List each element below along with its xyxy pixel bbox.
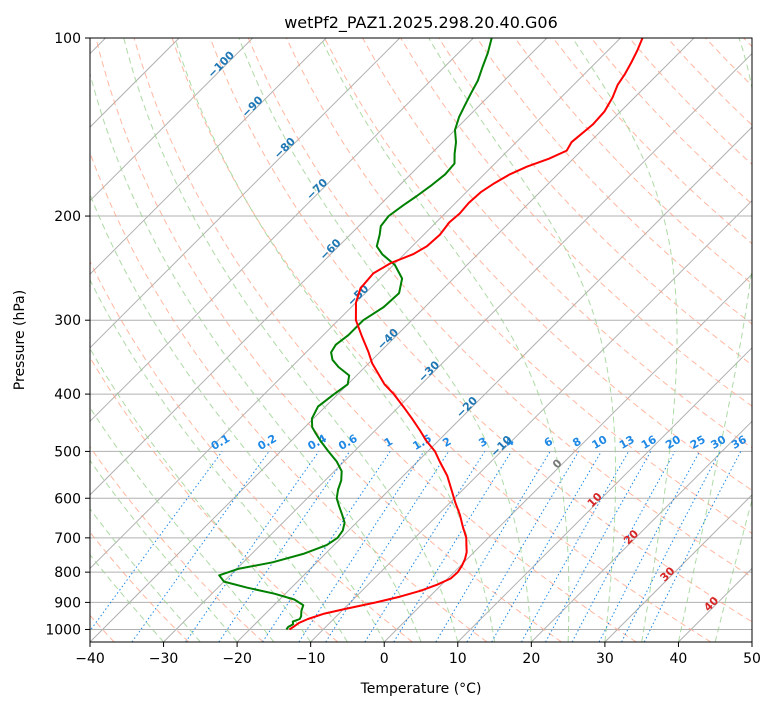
moist-adiabat — [677, 38, 752, 642]
mixing-ratio-line — [643, 451, 742, 642]
y-tick-label: 1000 — [45, 622, 81, 638]
x-tick-label: 20 — [522, 651, 540, 667]
dry-adiabat — [514, 38, 752, 285]
x-tick-label: 0 — [380, 651, 389, 667]
profiles — [218, 38, 644, 631]
chart-title: wetPf2_PAZ1.2025.298.20.40.G06 — [284, 13, 558, 33]
moist-adiabats — [90, 38, 752, 642]
moist-adiabat — [714, 498, 752, 642]
moist-adiabat — [174, 38, 496, 642]
y-tick-label: 200 — [54, 209, 81, 225]
x-tick-label: −30 — [149, 651, 179, 667]
moist-adiabat — [90, 508, 201, 642]
y-tick-label: 500 — [54, 444, 81, 460]
dry-adiabat — [90, 260, 413, 642]
isotherm-line — [90, 38, 474, 423]
temperature-line — [288, 38, 644, 631]
y-axis-title: Pressure (hPa) — [12, 290, 28, 390]
isotherm-line — [530, 420, 752, 642]
mixing-ratio-line — [90, 451, 223, 632]
x-axis-title: Temperature (°C) — [360, 681, 482, 697]
x-tick-label: −10 — [296, 651, 326, 667]
x-tick-label: −40 — [75, 651, 105, 667]
plot-frame — [89, 37, 753, 643]
moist-adiabat — [90, 406, 275, 642]
mixing-ratio-line — [185, 451, 320, 642]
mixing-ratio-line — [262, 451, 391, 642]
isotherm-line — [90, 38, 621, 570]
dewpoint-line — [218, 38, 493, 631]
dry-adiabat — [90, 356, 339, 642]
dry-adiabats — [90, 38, 752, 642]
mixing-ratio-line — [298, 451, 425, 642]
mixing-ratio-line — [131, 451, 270, 642]
isotherm-line — [383, 273, 752, 642]
x-tick-label: 50 — [743, 651, 761, 667]
isotherm-line — [604, 494, 752, 642]
dry-adiabat — [95, 38, 562, 642]
dry-adiabat — [285, 38, 752, 535]
x-tick-label: 30 — [596, 651, 614, 667]
plot-area — [90, 38, 752, 642]
mixing-ratio-line — [571, 451, 676, 642]
moist-adiabat — [90, 193, 385, 642]
isotherm-line — [90, 38, 548, 496]
mixing-ratio-line — [545, 451, 652, 642]
moist-adiabat — [90, 347, 312, 642]
grid-layer — [90, 38, 752, 642]
mixing-ratio-line — [393, 451, 512, 642]
moist-adiabat — [320, 38, 570, 642]
isotherm-line — [90, 38, 401, 349]
y-tick-label: 800 — [54, 565, 81, 581]
dry-adiabat — [247, 38, 752, 578]
isotherm-line — [236, 126, 752, 642]
y-tick-label: 900 — [54, 595, 81, 611]
moist-adiabat — [572, 38, 678, 642]
isotherm-line — [163, 52, 752, 642]
dry-adiabat — [324, 38, 752, 491]
mixing-ratio-line — [521, 451, 630, 642]
moist-adiabat — [90, 71, 422, 642]
moist-adiabat — [90, 553, 164, 642]
moist-adiabat — [90, 278, 348, 642]
x-axis: −40 −30 −20 −10 0 10 20 30 40 50 — [75, 642, 761, 667]
x-tick-label: 10 — [449, 651, 467, 667]
y-tick-label: 400 — [54, 387, 81, 403]
isotherm-line — [90, 38, 327, 275]
moist-adiabat — [90, 459, 238, 642]
y-tick-label: 700 — [54, 531, 81, 547]
dry-adiabat — [209, 38, 752, 623]
dry-adiabat — [171, 38, 712, 642]
y-axis: 100 200 300 400 500 600 700 800 900 1000 — [45, 31, 90, 638]
isotherm-line — [457, 347, 752, 642]
moist-adiabat — [238, 38, 532, 642]
dry-adiabat — [133, 38, 637, 642]
moist-adiabat — [428, 38, 617, 642]
dry-adiabat — [90, 445, 264, 642]
isotherm-line — [90, 38, 254, 202]
y-tick-label: 100 — [54, 31, 81, 47]
x-tick-label: 40 — [670, 651, 688, 667]
mixing-ratio-line — [325, 451, 450, 642]
y-tick-label: 300 — [54, 313, 81, 329]
x-tick-label: −20 — [222, 651, 252, 667]
y-tick-label: 600 — [54, 491, 81, 507]
moist-adiabat — [123, 38, 459, 642]
mixing-ratio-line — [218, 451, 351, 642]
